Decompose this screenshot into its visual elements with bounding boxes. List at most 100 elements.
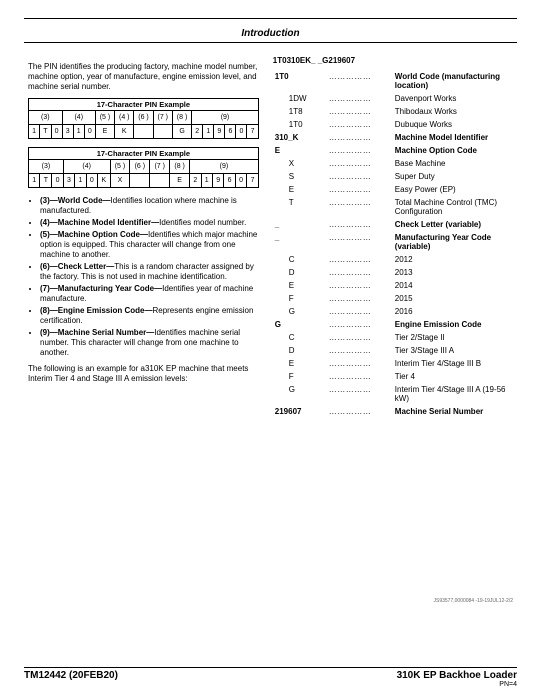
decode-dots: …………… xyxy=(329,71,389,91)
cell: 6 xyxy=(225,125,236,139)
decode-code: 1DW xyxy=(275,93,327,104)
decode-desc: 2015 xyxy=(391,293,511,304)
cell: 7 xyxy=(247,125,258,139)
decode-row: _……………Manufacturing Year Code (variable) xyxy=(275,232,511,252)
pin-table-1-caption: 17-Character PIN Example xyxy=(28,98,259,110)
decode-row: E……………Easy Power (EP) xyxy=(275,184,511,195)
decode-row: G……………2016 xyxy=(275,306,511,317)
cell: (3) xyxy=(29,111,63,125)
decode-row: E……………Interim Tier 4/Stage III B xyxy=(275,358,511,369)
following-paragraph: The following is an example for a310K EP… xyxy=(28,364,259,384)
cell: 0 xyxy=(84,125,95,139)
cell: (8 ) xyxy=(170,160,190,174)
cell xyxy=(134,125,153,139)
decode-dots: …………… xyxy=(329,145,389,156)
cell: 0 xyxy=(236,125,247,139)
decode-desc: Easy Power (EP) xyxy=(391,184,511,195)
definition-list: (3)—World Code—Identifies location where… xyxy=(28,196,259,358)
decode-dots: …………… xyxy=(329,358,389,369)
cell: 7 xyxy=(247,174,259,188)
decode-code: 1T0 xyxy=(275,119,327,130)
decode-code: G xyxy=(275,306,327,317)
cell: K xyxy=(115,125,134,139)
decode-dots: …………… xyxy=(329,119,389,130)
definition-item: (9)—Machine Serial Number—Identifies mac… xyxy=(40,328,259,358)
cell: 3 xyxy=(63,174,74,188)
cell: (7 ) xyxy=(153,111,172,125)
decode-desc: Manufacturing Year Code (variable) xyxy=(391,232,511,252)
footer-right: 310K EP Backhoe Loader PN=4 xyxy=(397,670,517,688)
decode-code: F xyxy=(275,371,327,382)
decode-code: S xyxy=(275,171,327,182)
cell: (4) xyxy=(63,160,110,174)
definition-item: (5)—Machine Option Code—Identifies which… xyxy=(40,230,259,260)
cell xyxy=(153,125,172,139)
decode-row: 219607……………Machine Serial Number xyxy=(275,406,511,417)
cell: G xyxy=(172,125,191,139)
decode-code: C xyxy=(275,254,327,265)
decode-desc: Interim Tier 4/Stage III B xyxy=(391,358,511,369)
decode-desc: Interim Tier 4/Stage III A (19-56 kW) xyxy=(391,384,511,404)
pin-table-2-caption: 17-Character PIN Example xyxy=(28,147,259,159)
decode-dots: …………… xyxy=(329,184,389,195)
decode-code: C xyxy=(275,332,327,343)
decode-row: 1T0……………Dubuque Works xyxy=(275,119,511,130)
decode-code: T xyxy=(275,197,327,217)
decode-dots: …………… xyxy=(329,106,389,117)
decode-code: 310_K xyxy=(275,132,327,143)
pin-example-header: 1T0310EK_ _G219607 xyxy=(273,56,513,65)
cell: T xyxy=(40,125,52,139)
decode-desc: Base Machine xyxy=(391,158,511,169)
doc-reference-code: JS93577,0000084 -19-19JUL12-2/2 xyxy=(433,598,513,604)
cell: 0 xyxy=(86,174,97,188)
definition-item: (3)—World Code—Identifies location where… xyxy=(40,196,259,216)
cell: 1 xyxy=(29,125,40,139)
decode-row: F……………2015 xyxy=(275,293,511,304)
decode-row: T……………Total Machine Control (TMC) Config… xyxy=(275,197,511,217)
decode-row: C……………Tier 2/Stage II xyxy=(275,332,511,343)
decode-dots: …………… xyxy=(329,158,389,169)
pin-table-1-row1: (3) (4) (5 ) (4 ) (6 ) (7 ) (8 ) (9) xyxy=(29,111,259,125)
decode-dots: …………… xyxy=(329,280,389,291)
decode-row: D……………2013 xyxy=(275,267,511,278)
decode-code: 1T0 xyxy=(275,71,327,91)
cell: K xyxy=(98,174,110,188)
cell: (4) xyxy=(62,111,95,125)
decode-row: S……………Super Duty xyxy=(275,171,511,182)
decode-desc: Check Letter (variable) xyxy=(391,219,511,230)
cell: (8 ) xyxy=(172,111,191,125)
decode-desc: Tier 3/Stage III A xyxy=(391,345,511,356)
decode-row: G……………Interim Tier 4/Stage III A (19-56 … xyxy=(275,384,511,404)
decode-dots: …………… xyxy=(329,93,389,104)
definition-item: (7)—Manufacturing Year Code—Identifies y… xyxy=(40,284,259,304)
pin-table-1: (3) (4) (5 ) (4 ) (6 ) (7 ) (8 ) (9) 1 T… xyxy=(28,110,259,139)
cell: (6 ) xyxy=(130,160,150,174)
decode-code: _ xyxy=(275,232,327,252)
decode-desc: Tier 2/Stage II xyxy=(391,332,511,343)
cell: 0 xyxy=(52,174,63,188)
cell xyxy=(150,174,170,188)
cell: E xyxy=(170,174,190,188)
cell: 1 xyxy=(201,174,212,188)
cell xyxy=(130,174,150,188)
decode-dots: …………… xyxy=(329,332,389,343)
cell: 2 xyxy=(190,174,201,188)
cell: 9 xyxy=(214,125,225,139)
definition-item: (4)—Machine Model Identifier—Identifies … xyxy=(40,218,259,228)
decode-code: E xyxy=(275,280,327,291)
definition-item: (8)—Engine Emission Code—Represents engi… xyxy=(40,306,259,326)
decode-dots: …………… xyxy=(329,319,389,330)
decode-code: G xyxy=(275,319,327,330)
footer-page-number: PN=4 xyxy=(397,681,517,688)
cell: 1 xyxy=(75,174,86,188)
decode-code: D xyxy=(275,345,327,356)
decode-dots: …………… xyxy=(329,171,389,182)
decode-row: 1DW……………Davenport Works xyxy=(275,93,511,104)
decode-dots: …………… xyxy=(329,345,389,356)
cell: (9) xyxy=(190,160,259,174)
decode-desc: 2013 xyxy=(391,267,511,278)
cell: T xyxy=(40,174,52,188)
top-rule xyxy=(24,18,517,19)
decode-desc: Thibodaux Works xyxy=(391,106,511,117)
title-rule xyxy=(24,42,517,43)
